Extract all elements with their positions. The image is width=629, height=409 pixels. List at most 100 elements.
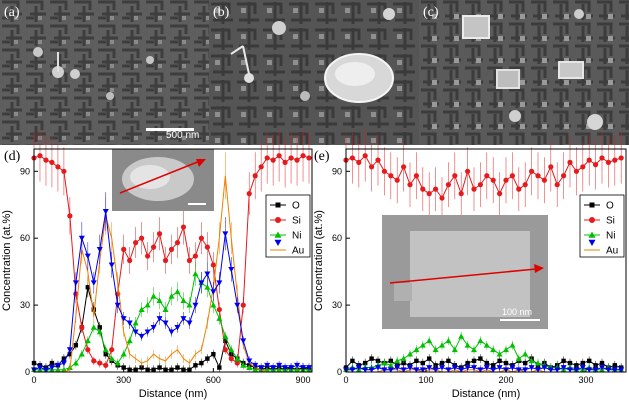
data-point bbox=[369, 164, 375, 170]
data-point bbox=[132, 319, 139, 326]
data-point bbox=[445, 337, 452, 344]
data-point bbox=[528, 357, 535, 364]
data-point bbox=[464, 365, 471, 371]
data-point bbox=[497, 191, 503, 197]
data-point bbox=[187, 367, 192, 372]
data-point bbox=[103, 362, 109, 368]
data-point bbox=[114, 360, 121, 366]
data-point bbox=[144, 302, 151, 308]
data-point bbox=[240, 338, 247, 344]
data-point bbox=[108, 355, 115, 362]
data-point bbox=[478, 356, 483, 361]
data-point bbox=[356, 159, 362, 165]
data-point bbox=[127, 257, 133, 264]
data-point bbox=[168, 293, 175, 299]
panel-label: (d) bbox=[4, 149, 21, 164]
data-point bbox=[127, 367, 132, 372]
data-point bbox=[162, 320, 169, 326]
data-point bbox=[144, 253, 151, 259]
data-point bbox=[222, 347, 228, 353]
y-tick-label: 60 bbox=[20, 233, 30, 243]
data-point bbox=[192, 302, 199, 309]
data-point bbox=[234, 355, 241, 362]
data-point bbox=[43, 157, 49, 163]
data-point bbox=[102, 209, 109, 215]
y-tick-label: 30 bbox=[332, 300, 342, 310]
data-point bbox=[37, 153, 43, 159]
data-point bbox=[96, 328, 103, 335]
data-point bbox=[204, 244, 210, 250]
data-point bbox=[79, 324, 85, 330]
data-point bbox=[451, 365, 458, 371]
data-point bbox=[413, 173, 419, 179]
legend-marker bbox=[275, 217, 281, 223]
axes-frame bbox=[345, 148, 627, 373]
data-point bbox=[490, 177, 496, 183]
panel-label: (e) bbox=[314, 149, 330, 164]
data-point bbox=[276, 362, 283, 369]
axes-frame bbox=[33, 148, 313, 373]
data-point bbox=[210, 289, 217, 295]
data-point bbox=[204, 271, 211, 277]
data-point bbox=[420, 186, 426, 192]
data-point bbox=[547, 367, 554, 373]
legend-label: O bbox=[606, 201, 614, 212]
data-point bbox=[222, 231, 229, 237]
data-point bbox=[270, 365, 277, 371]
x-tick-label: 300 bbox=[116, 375, 131, 385]
data-point bbox=[121, 246, 127, 252]
chart-d: 0 300 600 900 0 30 60 90 Distance (nm) Concentrat… bbox=[0, 129, 318, 409]
data-point bbox=[420, 360, 425, 366]
data-point bbox=[446, 358, 451, 364]
data-point bbox=[548, 164, 554, 170]
data-point bbox=[401, 164, 407, 170]
chart-d-svg: 0 300 600 900 0 30 60 90 Distance (nm) Concentrat… bbox=[1, 129, 313, 400]
y-tick-label: 0 bbox=[337, 367, 342, 377]
data-point bbox=[375, 365, 381, 371]
data-point bbox=[121, 365, 126, 370]
data-point bbox=[432, 346, 439, 353]
data-point bbox=[509, 342, 516, 348]
legend-label: Si bbox=[292, 216, 301, 227]
legend-marker bbox=[274, 231, 282, 238]
data-point bbox=[458, 191, 464, 197]
data-point bbox=[388, 173, 394, 179]
data-point bbox=[350, 358, 355, 364]
data-point bbox=[599, 155, 605, 161]
data-point bbox=[618, 367, 625, 373]
data-point bbox=[246, 358, 253, 364]
data-point bbox=[471, 186, 477, 192]
data-point bbox=[126, 337, 133, 344]
data-point bbox=[294, 157, 300, 163]
y-axis-label: Concentration (at.%) bbox=[313, 210, 325, 311]
data-point bbox=[282, 365, 289, 371]
data-point bbox=[439, 342, 445, 348]
data-point bbox=[522, 182, 528, 188]
data-point bbox=[605, 367, 612, 373]
data-point bbox=[169, 367, 174, 372]
data-point bbox=[605, 159, 611, 165]
series-line-0 bbox=[345, 357, 622, 369]
data-point bbox=[554, 182, 560, 188]
data-point bbox=[264, 362, 271, 369]
data-point bbox=[90, 280, 97, 286]
legend-label: Ni bbox=[292, 231, 301, 242]
data-point bbox=[522, 351, 529, 357]
y-tick-label: 90 bbox=[20, 166, 30, 176]
data-point bbox=[445, 182, 451, 188]
x-tick-label: 0 bbox=[343, 375, 348, 385]
data-point bbox=[541, 177, 547, 183]
legend-label: O bbox=[292, 201, 300, 212]
data-point bbox=[55, 164, 61, 170]
data-point bbox=[72, 360, 79, 366]
data-point bbox=[133, 240, 139, 246]
data-point bbox=[579, 365, 586, 371]
scale-bar-text: 500 nm bbox=[166, 130, 199, 141]
data-point bbox=[535, 173, 541, 179]
data-point bbox=[477, 337, 484, 344]
data-point bbox=[84, 253, 91, 260]
y-tick-label: 0 bbox=[25, 367, 30, 377]
data-point bbox=[175, 365, 180, 370]
data-point bbox=[234, 302, 241, 309]
data-point bbox=[515, 355, 522, 362]
